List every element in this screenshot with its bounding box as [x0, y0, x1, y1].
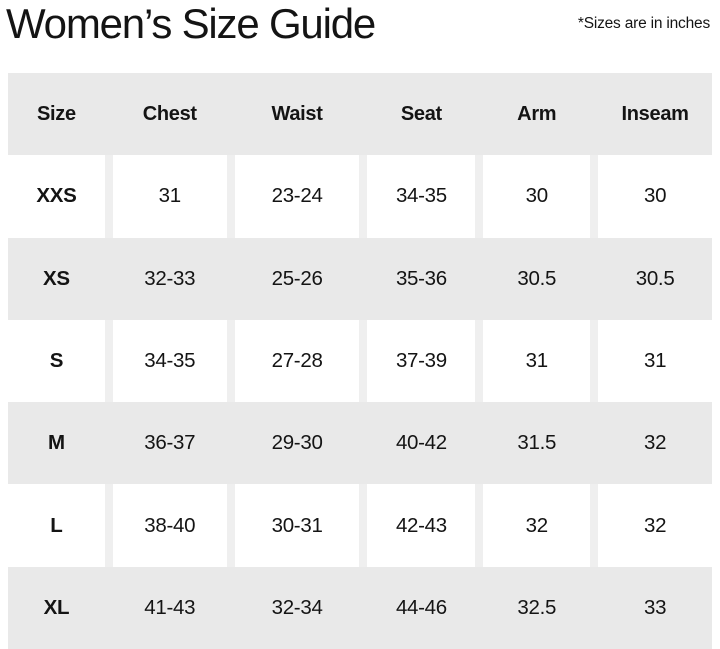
inseam-value: 30.5 [635, 266, 675, 290]
waist-value: 30-31 [234, 484, 360, 567]
column-header-waist: Waist [271, 102, 323, 125]
arm-value: 30 [483, 155, 591, 238]
units-note: *Sizes are in inches [577, 15, 710, 32]
chest-value: 31 [112, 155, 227, 238]
seat-value: 44-46 [395, 595, 447, 619]
waist-value: 32-34 [271, 595, 323, 619]
table-header-row: Size Chest Waist Seat Arm Inseam [8, 73, 712, 156]
seat-value: 37-39 [367, 319, 476, 403]
size-label: M [48, 431, 65, 455]
column-header-chest: Chest [142, 102, 197, 125]
chest-value: 32-33 [144, 266, 196, 290]
size-label: XL [43, 595, 70, 619]
table-row-l: L 38-40 30-31 42-43 32 32 [8, 484, 712, 567]
chest-value: 41-43 [144, 595, 196, 619]
size-label: L [8, 484, 105, 567]
column-header-seat: Seat [400, 102, 442, 125]
chest-value: 38-40 [112, 484, 227, 567]
size-label: S [8, 319, 105, 403]
arm-value: 31 [483, 319, 591, 403]
waist-value: 25-26 [271, 266, 323, 290]
header-bar: Women’s Size Guide *Sizes are in inches [0, 0, 720, 73]
size-label: XXS [8, 155, 105, 238]
seat-value: 35-36 [395, 266, 447, 290]
size-guide-table: Size Chest Waist Seat Arm Inseam XXS 31 … [8, 73, 712, 649]
waist-value: 29-30 [271, 431, 323, 455]
arm-value: 32.5 [517, 595, 557, 619]
seat-value: 40-42 [395, 431, 447, 455]
arm-value: 32 [483, 484, 591, 567]
arm-value: 30.5 [517, 266, 557, 290]
arm-value: 31.5 [517, 431, 557, 455]
inseam-value: 30 [598, 155, 712, 238]
page-title: Women’s Size Guide [6, 0, 376, 47]
inseam-value: 32 [598, 484, 712, 567]
table-row-s: S 34-35 27-28 37-39 31 31 [8, 319, 712, 403]
table-row-m: M 36-37 29-30 40-42 31.5 32 [8, 402, 712, 485]
size-label: XS [43, 266, 70, 290]
chest-value: 34-35 [112, 319, 227, 403]
column-header-size: Size [37, 102, 76, 125]
waist-value: 23-24 [234, 155, 360, 238]
inseam-value: 33 [643, 595, 667, 619]
column-header-inseam: Inseam [621, 102, 689, 125]
column-header-arm: Arm [517, 102, 557, 125]
table-row-xs: XS 32-33 25-26 35-36 30.5 30.5 [8, 237, 712, 320]
table-row-xxs: XXS 31 23-24 34-35 30 30 [8, 155, 712, 238]
inseam-value: 32 [643, 431, 667, 455]
inseam-value: 31 [598, 319, 712, 403]
seat-value: 34-35 [367, 155, 476, 238]
table-row-xl: XL 41-43 32-34 44-46 32.5 33 [8, 566, 712, 649]
waist-value: 27-28 [234, 319, 360, 403]
chest-value: 36-37 [144, 431, 196, 455]
seat-value: 42-43 [367, 484, 476, 567]
